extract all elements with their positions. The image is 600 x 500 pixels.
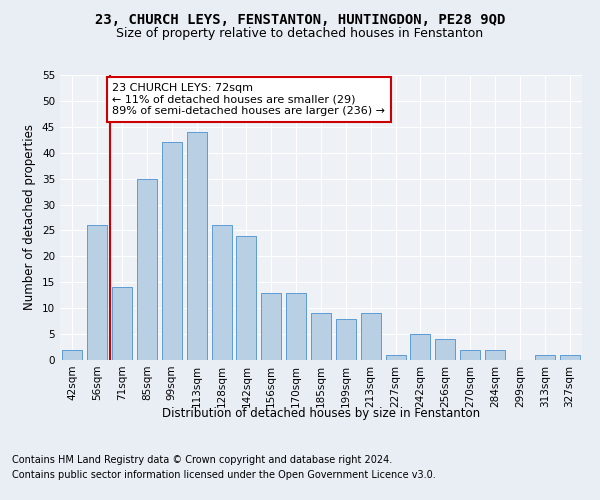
Bar <box>187 132 206 360</box>
Text: Distribution of detached houses by size in Fenstanton: Distribution of detached houses by size … <box>162 408 480 420</box>
Bar <box>535 355 554 360</box>
Bar <box>286 292 306 360</box>
Bar <box>162 142 182 360</box>
Bar <box>262 292 281 360</box>
Bar <box>410 334 430 360</box>
Bar <box>236 236 256 360</box>
Bar <box>88 226 107 360</box>
Bar <box>336 318 356 360</box>
Bar <box>361 314 380 360</box>
Bar <box>311 314 331 360</box>
Text: 23, CHURCH LEYS, FENSTANTON, HUNTINGDON, PE28 9QD: 23, CHURCH LEYS, FENSTANTON, HUNTINGDON,… <box>95 12 505 26</box>
Y-axis label: Number of detached properties: Number of detached properties <box>23 124 37 310</box>
Bar <box>560 355 580 360</box>
Bar <box>137 178 157 360</box>
Bar <box>386 355 406 360</box>
Text: Contains HM Land Registry data © Crown copyright and database right 2024.: Contains HM Land Registry data © Crown c… <box>12 455 392 465</box>
Text: Contains public sector information licensed under the Open Government Licence v3: Contains public sector information licen… <box>12 470 436 480</box>
Bar <box>460 350 480 360</box>
Bar <box>62 350 82 360</box>
Bar <box>212 226 232 360</box>
Bar <box>436 340 455 360</box>
Text: 23 CHURCH LEYS: 72sqm
← 11% of detached houses are smaller (29)
89% of semi-deta: 23 CHURCH LEYS: 72sqm ← 11% of detached … <box>112 83 385 116</box>
Text: Size of property relative to detached houses in Fenstanton: Size of property relative to detached ho… <box>116 28 484 40</box>
Bar <box>112 288 132 360</box>
Bar <box>485 350 505 360</box>
